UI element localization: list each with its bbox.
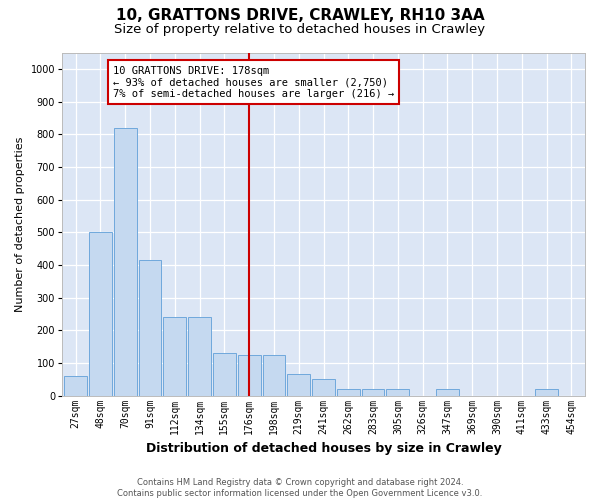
Y-axis label: Number of detached properties: Number of detached properties — [15, 136, 25, 312]
Bar — [139, 260, 161, 396]
Text: 10 GRATTONS DRIVE: 178sqm
← 93% of detached houses are smaller (2,750)
7% of sem: 10 GRATTONS DRIVE: 178sqm ← 93% of detac… — [113, 66, 394, 99]
Bar — [64, 376, 87, 396]
Text: Size of property relative to detached houses in Crawley: Size of property relative to detached ho… — [115, 22, 485, 36]
Bar — [238, 355, 260, 396]
Bar — [337, 389, 359, 396]
Bar — [89, 232, 112, 396]
Bar — [213, 353, 236, 396]
X-axis label: Distribution of detached houses by size in Crawley: Distribution of detached houses by size … — [146, 442, 502, 455]
Bar — [163, 317, 186, 396]
Bar — [362, 389, 385, 396]
Bar — [535, 389, 558, 396]
Bar — [188, 317, 211, 396]
Bar — [386, 389, 409, 396]
Bar — [287, 374, 310, 396]
Bar — [312, 380, 335, 396]
Text: Contains HM Land Registry data © Crown copyright and database right 2024.
Contai: Contains HM Land Registry data © Crown c… — [118, 478, 482, 498]
Bar — [114, 128, 137, 396]
Bar — [436, 389, 459, 396]
Bar — [263, 355, 286, 396]
Text: 10, GRATTONS DRIVE, CRAWLEY, RH10 3AA: 10, GRATTONS DRIVE, CRAWLEY, RH10 3AA — [116, 8, 484, 22]
